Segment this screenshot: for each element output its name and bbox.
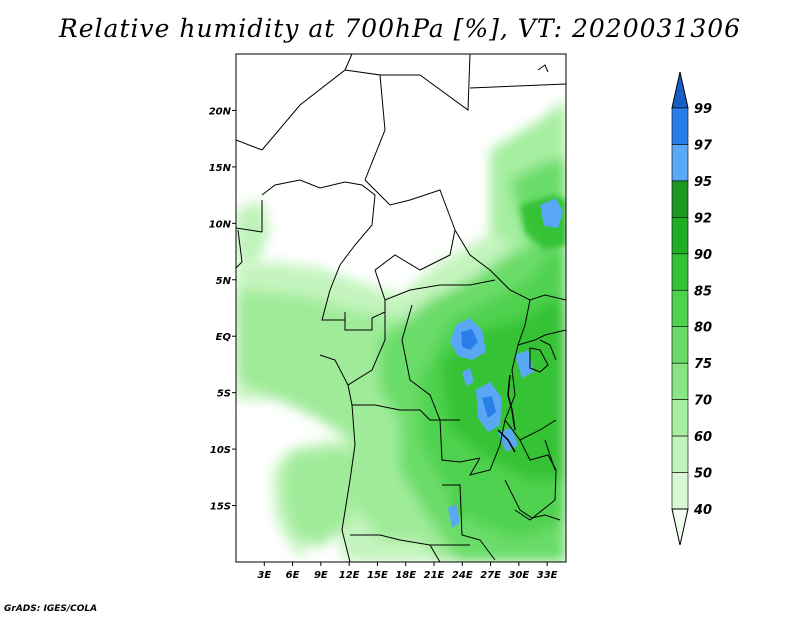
lat-tick-label: 10S [210, 445, 231, 456]
lat-tick-label: 5N [216, 276, 232, 287]
colorbar-label: 95 [694, 175, 712, 190]
colorbar-label: 85 [694, 284, 712, 299]
lon-tick-label: 15E [367, 570, 388, 581]
lat-tick-label: 5S [217, 389, 231, 400]
lon-tick-label: 9E [314, 570, 328, 581]
colorbar-segment [671, 435, 689, 473]
colorbar-segment [671, 217, 689, 255]
colorbar-segment [671, 180, 689, 218]
lat-tick-label: 15S [210, 502, 231, 513]
colorbar-label: 92 [694, 211, 712, 226]
lat-tick-label: 10N [209, 219, 232, 230]
lon-tick-label: 21E [424, 570, 445, 581]
colorbar-label: 70 [694, 394, 712, 409]
colorbar-label: 60 [694, 430, 712, 445]
country-boundaries [236, 54, 566, 562]
colorbar-label: 97 [694, 138, 713, 153]
colorbar-top-cap [671, 71, 689, 109]
humidity-field [236, 100, 566, 562]
map-title: Relative humidity at 700hPa [%], VT: 202… [58, 14, 742, 43]
colorbar-label: 75 [694, 357, 712, 372]
colorbar-segment [671, 326, 689, 364]
colorbar-label: 80 [694, 321, 712, 336]
colorbar-segment [671, 362, 689, 400]
colorbar-segment [671, 253, 689, 291]
lon-tick-label: 12E [339, 570, 360, 581]
colorbar-segment [671, 399, 689, 437]
colorbar-label: 90 [694, 248, 712, 263]
lon-tick-label: 24E [452, 570, 473, 581]
lon-tick-label: 30E [508, 570, 529, 581]
lat-tick-label: EQ [216, 332, 232, 343]
colorbar-label: 99 [694, 102, 712, 117]
lon-tick-label: 33E [537, 570, 558, 581]
colorbar-segment [671, 289, 689, 328]
latitude-axis: 20N 15N 10N 5N EQ 5S 10S 15S [209, 106, 236, 513]
lon-tick-label: 18E [395, 570, 416, 581]
lon-tick-label: 27E [480, 570, 501, 581]
lat-tick-label: 15N [209, 163, 232, 174]
colorbar-label: 50 [694, 467, 712, 482]
colorbar: 99 97 95 92 90 85 80 75 70 60 50 40 [671, 71, 713, 546]
colorbar-segment [671, 472, 689, 510]
lon-tick-label: 3E [257, 570, 271, 581]
longitude-axis: 3E 6E 9E 12E 15E 18E 21E 24E 27E 30E 33E [257, 562, 558, 581]
colorbar-segment [671, 144, 689, 182]
colorbar-segment [671, 107, 689, 145]
credit-label: GrADS: IGES/COLA [4, 604, 98, 614]
colorbar-label: 40 [693, 503, 712, 518]
map-frame [235, 53, 567, 563]
colorbar-bottom-cap [671, 508, 689, 546]
lon-tick-label: 6E [286, 570, 300, 581]
lat-tick-label: 20N [209, 106, 232, 117]
